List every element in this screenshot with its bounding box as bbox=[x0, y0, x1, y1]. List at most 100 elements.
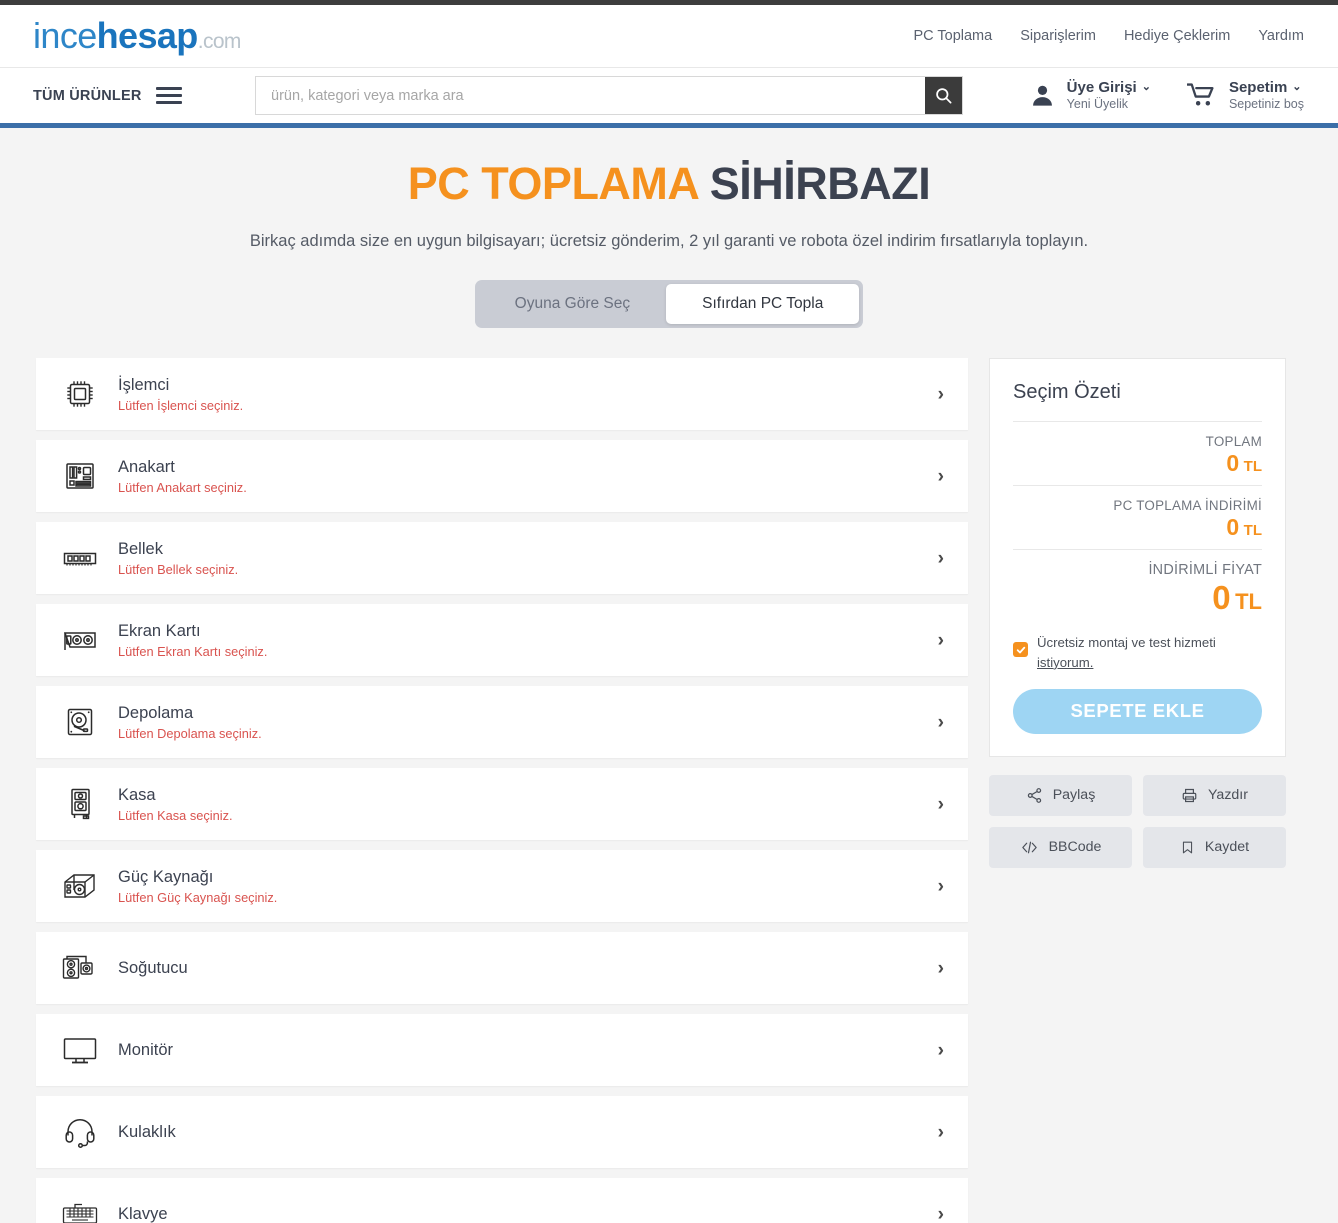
all-products-label: TÜM ÜRÜNLER bbox=[33, 87, 142, 104]
component-hint: Lütfen Kasa seçiniz. bbox=[118, 808, 233, 824]
component-name: Anakart bbox=[118, 457, 175, 476]
main-content: İşlemci Lütfen İşlemci seçiniz. › bbox=[0, 328, 1338, 1223]
logo-part-hesap: hesap bbox=[96, 15, 199, 56]
chevron-right-icon: › bbox=[937, 629, 944, 651]
keyboard-icon bbox=[54, 1199, 106, 1223]
chevron-right-icon: › bbox=[937, 1039, 944, 1061]
component-name: İşlemci bbox=[118, 375, 170, 394]
tab-sifirdan-pc-topla[interactable]: Sıfırdan PC Topla bbox=[666, 284, 860, 324]
summary-currency: TL bbox=[1243, 458, 1262, 475]
component-row-monitor[interactable]: Monitör › bbox=[36, 1014, 968, 1086]
bbcode-button-label: BBCode bbox=[1048, 839, 1102, 856]
header-search-bar: TÜM ÜRÜNLER Üye Girişi ⌄ Yeni Üy bbox=[0, 68, 1338, 123]
component-hint: Lütfen Ekran Kartı seçiniz. bbox=[118, 644, 268, 660]
chevron-right-icon: › bbox=[937, 1203, 944, 1223]
print-button-label: Yazdır bbox=[1208, 787, 1248, 804]
add-to-cart-button[interactable]: SEPETE EKLE bbox=[1013, 688, 1262, 734]
hamburger-icon[interactable] bbox=[155, 87, 182, 104]
component-row-anakart[interactable]: Anakart Lütfen Anakart seçiniz. › bbox=[36, 440, 968, 512]
component-row-islemci[interactable]: İşlemci Lütfen İşlemci seçiniz. › bbox=[36, 358, 968, 430]
all-products-menu[interactable]: TÜM ÜRÜNLER bbox=[33, 87, 255, 104]
component-name: Kulaklık bbox=[118, 1122, 176, 1141]
component-row-klavye[interactable]: Klavye › bbox=[36, 1178, 968, 1223]
summary-label: TOPLAM bbox=[1205, 434, 1262, 449]
check-icon bbox=[1016, 646, 1025, 653]
nav-link-pc-toplama[interactable]: PC Toplama bbox=[913, 28, 993, 44]
nav-link-hediye-cekleri[interactable]: Hediye Çeklerim bbox=[1123, 28, 1231, 44]
cpu-icon bbox=[54, 377, 106, 411]
cart-menu[interactable]: Sepetim ⌄ Sepetiniz boş bbox=[1186, 78, 1304, 113]
cart-subtitle: Sepetiniz boş bbox=[1228, 97, 1304, 112]
chevron-right-icon: › bbox=[937, 711, 944, 733]
page-title: PC TOPLAMA SİHİRBAZI bbox=[0, 158, 1338, 210]
bbcode-button[interactable]: BBCode bbox=[989, 826, 1132, 868]
printer-icon bbox=[1182, 788, 1197, 802]
component-list: İşlemci Lütfen İşlemci seçiniz. › bbox=[36, 358, 968, 1223]
component-row-kasa[interactable]: Kasa Lütfen Kasa seçiniz. › bbox=[36, 768, 968, 840]
summary-column: Seçim Özeti TOPLAM 0 TL PC TOPLAMA İNDİR… bbox=[989, 358, 1286, 868]
component-hint: Lütfen Anakart seçiniz. bbox=[118, 480, 247, 496]
chevron-right-icon: › bbox=[937, 383, 944, 405]
component-name: Bellek bbox=[118, 539, 163, 558]
site-logo[interactable]: ince hesap .com bbox=[33, 18, 241, 54]
primary-nav: PC Toplama Siparişlerim Hediye Çeklerim … bbox=[913, 28, 1304, 44]
print-button[interactable]: Yazdır bbox=[1143, 774, 1286, 816]
component-row-bellek[interactable]: Bellek Lütfen Bellek seçiniz. › bbox=[36, 522, 968, 594]
component-name: Soğutucu bbox=[118, 958, 188, 977]
search-input[interactable] bbox=[255, 76, 963, 115]
chevron-right-icon: › bbox=[937, 547, 944, 569]
summary-amount: 0 bbox=[1226, 514, 1240, 540]
hero-section: PC TOPLAMA SİHİRBAZI Birkaç adımda size … bbox=[0, 158, 1338, 328]
summary-line-indirim: PC TOPLAMA İNDİRİMİ 0 TL bbox=[1013, 485, 1262, 549]
harddisk-icon bbox=[54, 705, 106, 739]
summary-amount: 0 bbox=[1212, 579, 1231, 616]
summary-actions: Paylaş Yazdır BBCode bbox=[989, 774, 1286, 868]
save-button[interactable]: Kaydet bbox=[1143, 826, 1286, 868]
share-icon bbox=[1027, 787, 1041, 803]
logo-part-com: .com bbox=[197, 30, 242, 53]
mode-toggle-group: Oyuna Göre Seç Sıfırdan PC Topla bbox=[474, 280, 864, 328]
code-icon bbox=[1021, 841, 1037, 853]
summary-value: 0 TL bbox=[1013, 450, 1262, 477]
chevron-right-icon: › bbox=[937, 793, 944, 815]
component-row-sogutucu[interactable]: Soğutucu › bbox=[36, 932, 968, 1004]
bookmark-icon bbox=[1182, 841, 1192, 853]
component-hint: Lütfen Güç Kaynağı seçiniz. bbox=[118, 890, 278, 906]
summary-currency: TL bbox=[1243, 522, 1262, 539]
assembly-option: Ücretsiz montaj ve test hizmeti istiyoru… bbox=[1013, 625, 1262, 673]
nav-link-yardim[interactable]: Yardım bbox=[1258, 28, 1304, 44]
component-row-guc-kaynagi[interactable]: Güç Kaynağı Lütfen Güç Kaynağı seçiniz. … bbox=[36, 850, 968, 922]
assembly-text: Ücretsiz montaj ve test hizmeti istiyoru… bbox=[1037, 633, 1262, 673]
page-title-orange: PC TOPLAMA bbox=[407, 158, 699, 209]
component-row-ekran-karti[interactable]: Ekran Kartı Lütfen Ekran Kartı seçiniz. … bbox=[36, 604, 968, 676]
powersupply-icon bbox=[54, 869, 106, 903]
cart-icon bbox=[1186, 83, 1214, 106]
tab-oyuna-gore-sec[interactable]: Oyuna Göre Seç bbox=[479, 284, 666, 324]
gpu-icon bbox=[54, 623, 106, 657]
header-blue-rule bbox=[0, 123, 1338, 128]
ram-icon bbox=[54, 541, 106, 575]
nav-link-siparislerim[interactable]: Siparişlerim bbox=[1020, 28, 1096, 44]
headset-icon bbox=[54, 1115, 106, 1149]
chevron-right-icon: › bbox=[937, 465, 944, 487]
summary-title: Seçim Özeti bbox=[1013, 381, 1121, 403]
search-button[interactable] bbox=[925, 77, 962, 114]
summary-label: İNDİRİMLİ FİYAT bbox=[1148, 562, 1262, 578]
chevron-right-icon: › bbox=[937, 1121, 944, 1143]
share-button[interactable]: Paylaş bbox=[989, 774, 1132, 816]
page-body: PC TOPLAMA SİHİRBAZI Birkaç adımda size … bbox=[0, 128, 1338, 1223]
motherboard-icon bbox=[54, 459, 106, 493]
chevron-right-icon: › bbox=[937, 875, 944, 897]
summary-line-indirimli-fiyat: İNDİRİMLİ FİYAT 0 TL bbox=[1013, 549, 1262, 625]
summary-label: PC TOPLAMA İNDİRİMİ bbox=[1113, 498, 1262, 513]
component-name: Kasa bbox=[118, 785, 156, 804]
share-button-label: Paylaş bbox=[1052, 787, 1096, 804]
component-row-kulaklik[interactable]: Kulaklık › bbox=[36, 1096, 968, 1168]
cart-title: Sepetim bbox=[1228, 78, 1288, 96]
summary-value: 0 TL bbox=[1013, 514, 1262, 541]
component-row-depolama[interactable]: Depolama Lütfen Depolama seçiniz. › bbox=[36, 686, 968, 758]
chevron-right-icon: › bbox=[937, 957, 944, 979]
account-menu[interactable]: Üye Girişi ⌄ Yeni Üyelik bbox=[1029, 79, 1151, 113]
assembly-checkbox[interactable] bbox=[1013, 642, 1028, 657]
assembly-link[interactable]: istiyorum. bbox=[1037, 654, 1094, 670]
